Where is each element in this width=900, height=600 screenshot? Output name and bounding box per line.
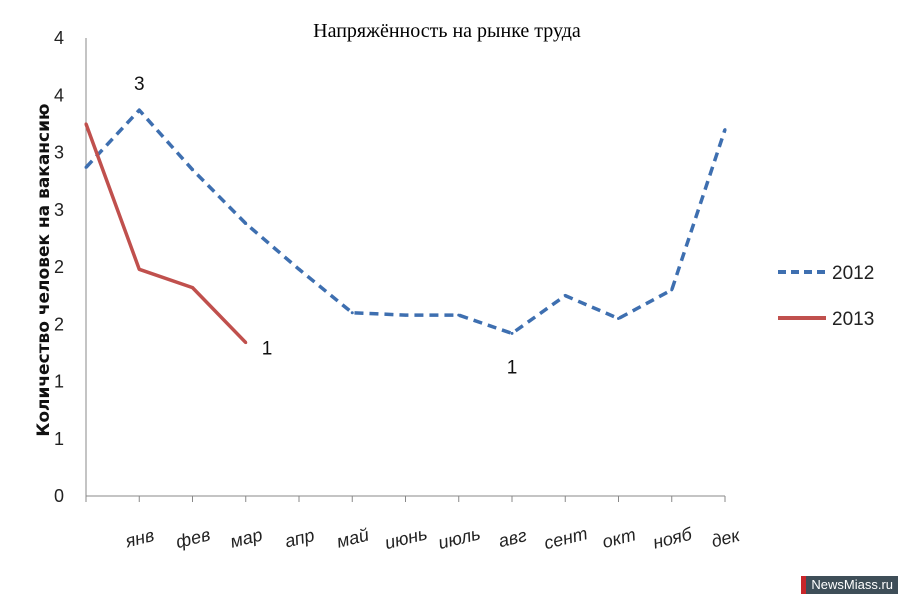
data-point-2012 bbox=[457, 313, 461, 317]
chart-title: Напряжённость на рынке труда bbox=[313, 20, 581, 42]
data-point-2013 bbox=[84, 122, 88, 126]
y-tick-label: 1 bbox=[54, 429, 64, 449]
watermark-logo[interactable]: NewsMiass.ru bbox=[801, 576, 898, 594]
series-line-2012 bbox=[84, 108, 727, 336]
data-point-2012 bbox=[404, 313, 407, 317]
y-tick-label: 2 bbox=[54, 314, 64, 334]
data-point-2012 bbox=[510, 331, 514, 335]
y-tick-label: 2 bbox=[54, 257, 64, 277]
data-point-2012 bbox=[563, 294, 567, 298]
data-point-2012 bbox=[84, 165, 88, 169]
x-tick-label: сент bbox=[542, 523, 589, 553]
x-tick-label: май bbox=[335, 525, 371, 552]
y-tick-label: 0 bbox=[54, 486, 64, 506]
data-label: 1 bbox=[262, 339, 273, 360]
legend-label-2012: 2012 bbox=[832, 263, 874, 284]
y-tick-label: 4 bbox=[54, 28, 64, 48]
y-tick-label: 4 bbox=[54, 85, 64, 105]
data-point-2013 bbox=[191, 286, 194, 290]
x-tick-label: мар bbox=[228, 525, 264, 552]
data-point-2012 bbox=[350, 311, 354, 315]
x-tick-labels: янв фев мар апр май июнь июль авг сент окт нояб дек bbox=[122, 523, 743, 553]
legend-label-2013: 2013 bbox=[832, 309, 874, 330]
x-tick-label: окт bbox=[600, 524, 638, 552]
data-label: 3 bbox=[134, 74, 145, 95]
x-tick-label: янв bbox=[122, 525, 156, 552]
series-line-2013 bbox=[84, 123, 248, 344]
data-point-2012 bbox=[723, 128, 727, 132]
data-point-2012 bbox=[617, 317, 620, 321]
data-point-2013 bbox=[244, 341, 248, 345]
x-tick-label: июнь bbox=[383, 523, 429, 553]
series-lines bbox=[84, 108, 727, 345]
x-tick-label: нояб bbox=[651, 524, 695, 553]
data-label: 1 bbox=[507, 357, 518, 378]
data-labels: 3 1 1 bbox=[134, 74, 517, 378]
data-point-2012 bbox=[244, 221, 248, 225]
x-tick-label: апр bbox=[283, 525, 317, 552]
y-tick-label: 3 bbox=[54, 200, 64, 220]
data-point-2012 bbox=[670, 288, 674, 292]
x-tick-label: дек bbox=[709, 525, 743, 552]
x-tick-label: фев bbox=[174, 524, 212, 552]
data-point-2012 bbox=[297, 267, 301, 271]
data-point-2012 bbox=[191, 168, 194, 172]
y-axis-label: Количество человек на вакансию bbox=[34, 103, 54, 436]
data-point-2013 bbox=[137, 267, 141, 271]
y-tick-label: 1 bbox=[54, 372, 64, 392]
axes bbox=[85, 38, 726, 502]
legend: 2012 2013 bbox=[778, 263, 874, 330]
x-tick-label: июль bbox=[436, 523, 482, 553]
data-point-2012 bbox=[137, 108, 141, 112]
x-tick-label: авг bbox=[496, 525, 528, 551]
y-tick-label: 3 bbox=[54, 143, 64, 163]
y-tick-labels: 0 1 1 2 2 3 3 4 4 bbox=[54, 28, 64, 506]
